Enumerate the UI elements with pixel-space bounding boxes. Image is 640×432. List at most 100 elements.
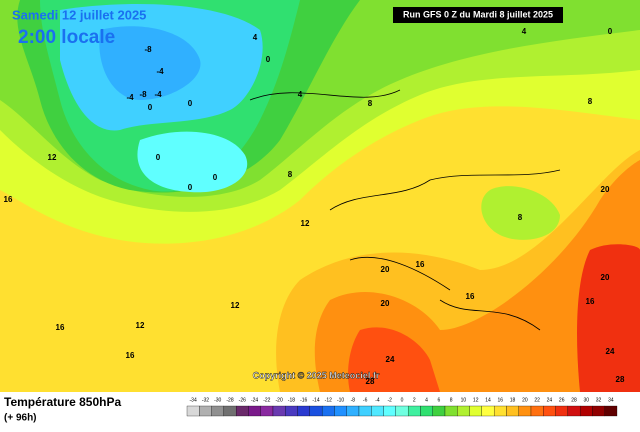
scale-swatch <box>407 405 421 417</box>
contour-label: 16 <box>4 195 13 204</box>
contour-label: 0 <box>188 99 193 108</box>
scale-label: -20 <box>276 397 283 403</box>
contour-label: -4 <box>126 93 134 102</box>
scale-swatch <box>481 405 495 417</box>
scale-label: 32 <box>596 397 602 403</box>
run-box <box>393 7 563 23</box>
scale-swatch <box>334 405 347 417</box>
scale-swatch <box>432 405 446 417</box>
contour-label: 0 <box>156 153 161 162</box>
scale-label: 26 <box>559 397 565 403</box>
scale-label: 22 <box>534 397 540 403</box>
contour-label: 16 <box>416 260 425 269</box>
contour-label: 20 <box>601 185 610 194</box>
scale-swatch <box>321 405 335 417</box>
hot-zone <box>348 327 440 392</box>
contour-label: 8 <box>518 213 523 222</box>
contour-label: 20 <box>381 265 390 274</box>
scale-label: 4 <box>425 397 428 403</box>
scale-swatch <box>493 405 507 417</box>
scale-label: -14 <box>312 397 319 403</box>
scale-swatch <box>186 405 200 417</box>
scale-swatch <box>457 405 470 417</box>
scale-label: -2 <box>387 397 392 403</box>
scale-label: 28 <box>571 397 577 403</box>
scale-label: -16 <box>300 397 307 403</box>
scale-swatch <box>248 405 261 417</box>
contour-label: 12 <box>48 153 57 162</box>
scale-label: -4 <box>375 397 380 403</box>
scale-label: -28 <box>226 397 233 403</box>
valid-time: Samedi 12 juillet 2025 <box>12 7 146 22</box>
contour-label: 28 <box>366 377 375 386</box>
contour-label: -4 <box>156 67 164 76</box>
contour-label: 0 <box>148 103 153 112</box>
scale-label: 24 <box>547 397 553 403</box>
scale-label: -34 <box>190 397 197 403</box>
scale-swatch <box>579 405 593 417</box>
scale-swatch <box>199 405 212 417</box>
scale-label: -10 <box>337 397 344 403</box>
scale-swatch <box>235 405 249 417</box>
scale-swatch <box>358 405 372 417</box>
scale-label: 16 <box>498 397 504 403</box>
scale-label: -32 <box>202 397 209 403</box>
scale-swatch <box>506 405 519 417</box>
scale-swatch <box>346 405 360 417</box>
contour-label: 20 <box>601 273 610 282</box>
scale-label: -24 <box>251 397 258 403</box>
local-time: 2:00 locale <box>18 27 115 48</box>
scale-label: 0 <box>401 397 404 403</box>
scale-swatch <box>297 405 311 417</box>
contour-label: 24 <box>606 347 615 356</box>
legend-title: Température 850hPa <box>4 395 121 409</box>
contour-label: 16 <box>126 351 135 360</box>
cold-zone <box>137 131 248 193</box>
contour-label: 16 <box>466 292 475 301</box>
scale-label: 30 <box>584 397 590 403</box>
scale-swatch <box>383 405 397 417</box>
scale-swatch <box>223 405 237 417</box>
scale-swatch <box>592 405 605 417</box>
contour-label: 0 <box>188 183 193 192</box>
scale-label: 34 <box>608 397 614 403</box>
contour-label: 16 <box>56 323 65 332</box>
contour-label: 24 <box>386 355 395 364</box>
contour-label: 4 <box>298 90 303 99</box>
scale-swatch <box>420 405 433 417</box>
contour-label: 16 <box>586 297 595 306</box>
scale-swatch <box>555 405 569 417</box>
scale-swatch <box>309 405 323 417</box>
contour-label: 0 <box>213 173 218 182</box>
contour-label: 4 <box>253 33 258 42</box>
scale-swatch <box>567 405 581 417</box>
forecast-lead: (+ 96h) <box>4 413 37 424</box>
contour-label: -4 <box>154 90 162 99</box>
scale-label: -12 <box>325 397 332 403</box>
contour-label: 4 <box>522 27 527 36</box>
contour-label: 0 <box>266 55 271 64</box>
scale-swatch <box>395 405 409 417</box>
scale-swatch <box>211 405 225 417</box>
scale-label: 20 <box>522 397 528 403</box>
scale-label: 12 <box>473 397 479 403</box>
scale-swatch <box>543 405 556 417</box>
scale-label: 8 <box>450 397 453 403</box>
scale-swatch <box>469 405 483 417</box>
scale-swatch <box>371 405 384 417</box>
contour-label: 28 <box>616 375 625 384</box>
copyright: Copyright © 2025 Meteociel.fr <box>253 370 380 380</box>
scale-swatch <box>518 405 532 417</box>
contour-label: 12 <box>231 301 240 310</box>
contour-label: 8 <box>588 97 593 106</box>
contour-label: 8 <box>368 99 373 108</box>
scale-label: 6 <box>437 397 440 403</box>
contour-label: 0 <box>608 27 613 36</box>
contour-label: 8 <box>288 170 293 179</box>
contour-label: -8 <box>144 45 152 54</box>
contour-label: 20 <box>381 299 390 308</box>
coastline <box>249 89 561 331</box>
scale-label: 18 <box>510 397 516 403</box>
scale-label: -8 <box>351 397 356 403</box>
hot-zone <box>577 244 640 392</box>
